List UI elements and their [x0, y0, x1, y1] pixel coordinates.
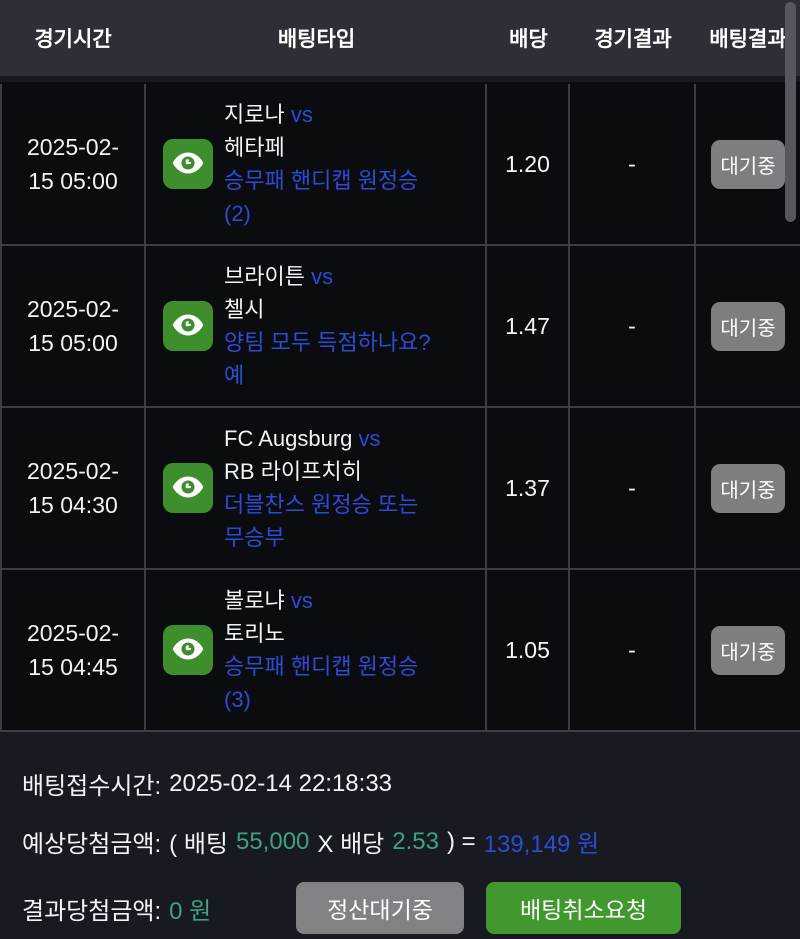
bet-received-time-line: 배팅접수시간: 2025-02-14 22:18:33: [22, 766, 800, 801]
away-team: RB 라이프치히: [224, 459, 362, 484]
table-row: 2025-02- 15 04:30 FC Augsburg vs: [0, 406, 800, 568]
bet-pick: 승무패 핸디캡 원정승: [224, 654, 419, 679]
match-teams: 브라이튼 vs: [224, 264, 334, 289]
match-teams: 지로나 vs: [224, 102, 313, 127]
bet-pick: 양팀 모두 득점하나요?: [224, 330, 431, 355]
settlement-pending-button[interactable]: 정산대기중: [296, 882, 464, 934]
match-time-cell: 2025-02- 15 05:00: [0, 246, 146, 406]
away-team: 헤타페: [224, 135, 285, 160]
header-bet-result: 배팅결과: [709, 28, 787, 51]
eye-icon: [171, 146, 205, 183]
match-result-cell: -: [570, 408, 696, 568]
bet-type-cell: 볼로냐 vs 토리노 승무패 핸디캡 원정승 (3): [146, 570, 487, 730]
total-odds-value: 2.53: [392, 827, 439, 855]
header-odds: 배당: [509, 28, 548, 51]
table-header-row: 경기시간 배팅타입 배당 경기결과 배팅결과: [0, 0, 800, 76]
bet-pick-line2: (2): [224, 201, 251, 226]
bet-result-cell: 대기중: [696, 84, 800, 244]
bet-type-cell: FC Augsburg vs RB 라이프치히 더블찬스 원정승 또는 무승부: [146, 408, 487, 568]
bet-amount-value: 55,000: [235, 827, 310, 855]
scrollbar-thumb[interactable]: [785, 2, 796, 222]
view-match-button[interactable]: [163, 139, 213, 189]
bet-summary-footer: 배팅접수시간: 2025-02-14 22:18:33 예상당첨금액: ( 배팅…: [0, 732, 800, 934]
view-match-button[interactable]: [163, 301, 213, 351]
bet-received-value: 2025-02-14 22:18:33: [169, 769, 393, 797]
eye-icon: [171, 470, 205, 507]
status-badge: 대기중: [711, 139, 785, 189]
match-time-cell: 2025-02- 15 05:00: [0, 84, 146, 244]
bet-type-cell: 브라이튼 vs 첼시 양팀 모두 득점하나요? 예: [146, 246, 487, 406]
table-row: 2025-02- 15 04:45 볼로냐 vs 토리: [0, 568, 800, 730]
result-winnings-line: 결과당첨금액: 0 원 정산대기중 배팅취소요청: [22, 882, 800, 934]
match-result-cell: -: [570, 84, 696, 244]
match-teams: 볼로냐 vs: [224, 588, 313, 613]
away-team: 첼시: [224, 297, 265, 322]
bet-cancel-request-button[interactable]: 배팅취소요청: [486, 882, 681, 934]
bet-type-cell: 지로나 vs 헤타페 승무패 핸디캡 원정승 (2): [146, 84, 487, 244]
expected-amount-value: 139,149 원: [483, 831, 600, 858]
expected-winnings-label: 예상당첨금액:: [22, 831, 162, 858]
bet-result-cell: 대기중: [696, 246, 800, 406]
bet-pick: 더블찬스 원정승 또는: [224, 492, 419, 517]
match-time-cell: 2025-02- 15 04:30: [0, 408, 146, 568]
odds-cell: 1.20: [487, 84, 570, 244]
odds-cell: 1.47: [487, 246, 570, 406]
betting-history-table: 경기시간 배팅타입 배당 경기결과 배팅결과 2025-02- 15 05:00: [0, 0, 800, 732]
expected-winnings-line: 예상당첨금액: ( 배팅 55,000 X 배당 2.53 ) = 139,14…: [22, 824, 800, 859]
result-winnings-label: 결과당첨금액:: [22, 897, 162, 925]
status-badge: 대기중: [711, 301, 785, 351]
match-teams: FC Augsburg vs: [224, 426, 381, 451]
view-match-button[interactable]: [163, 463, 213, 513]
match-result-cell: -: [570, 570, 696, 730]
table-body: 2025-02- 15 05:00 지로나 vs 헤타: [0, 82, 800, 732]
bet-pick: 승무패 핸디캡 원정승: [224, 168, 419, 193]
eye-icon: [171, 632, 205, 669]
status-badge: 대기중: [711, 463, 785, 513]
bet-pick-line2: (3): [224, 687, 251, 712]
result-amount-value: 0 원: [169, 897, 212, 925]
status-badge: 대기중: [711, 625, 785, 675]
bet-pick-line2: 예: [224, 363, 245, 388]
odds-cell: 1.37: [487, 408, 570, 568]
odds-cell: 1.05: [487, 570, 570, 730]
table-row: 2025-02- 15 05:00 지로나 vs 헤타: [0, 82, 800, 244]
table-row: 2025-02- 15 05:00 브라이튼 vs 첼: [0, 244, 800, 406]
header-match-time: 경기시간: [34, 28, 112, 51]
view-match-button[interactable]: [163, 625, 213, 675]
header-match-result: 경기결과: [594, 28, 672, 51]
bet-result-cell: 대기중: [696, 570, 800, 730]
match-result-cell: -: [570, 246, 696, 406]
eye-icon: [171, 308, 205, 345]
bet-result-cell: 대기중: [696, 408, 800, 568]
away-team: 토리노: [224, 621, 285, 646]
header-bet-type: 배팅타입: [277, 28, 356, 51]
bet-pick-line2: 무승부: [224, 525, 285, 550]
match-time-cell: 2025-02- 15 04:45: [0, 570, 146, 730]
bet-received-label: 배팅접수시간:: [22, 773, 162, 800]
